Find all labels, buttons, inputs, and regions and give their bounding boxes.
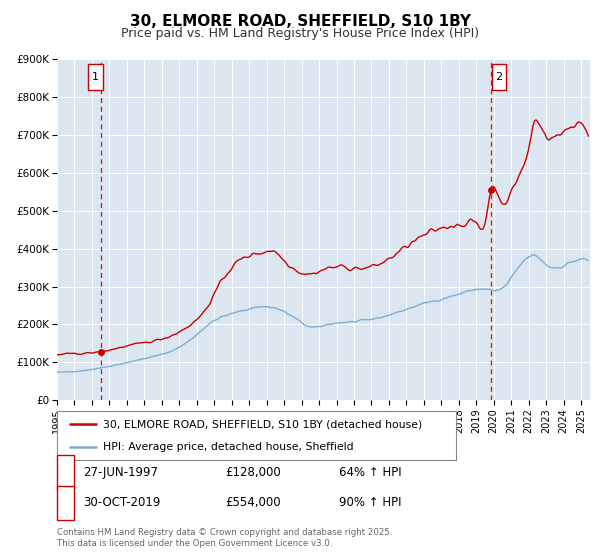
Text: 30-OCT-2019: 30-OCT-2019 xyxy=(83,496,160,510)
Text: £128,000: £128,000 xyxy=(225,465,281,479)
Text: 1: 1 xyxy=(92,72,99,82)
Text: Price paid vs. HM Land Registry's House Price Index (HPI): Price paid vs. HM Land Registry's House … xyxy=(121,27,479,40)
Text: 90% ↑ HPI: 90% ↑ HPI xyxy=(339,496,401,510)
Text: 2: 2 xyxy=(496,72,503,82)
Bar xyxy=(491,64,506,90)
Text: 1: 1 xyxy=(62,467,69,477)
Text: Contains HM Land Registry data © Crown copyright and database right 2025.
This d: Contains HM Land Registry data © Crown c… xyxy=(57,528,392,548)
Text: 64% ↑ HPI: 64% ↑ HPI xyxy=(339,465,401,479)
Text: 30, ELMORE ROAD, SHEFFIELD, S10 1BY: 30, ELMORE ROAD, SHEFFIELD, S10 1BY xyxy=(130,14,470,29)
Bar xyxy=(88,64,103,90)
Text: 27-JUN-1997: 27-JUN-1997 xyxy=(83,465,158,479)
Text: 2: 2 xyxy=(62,498,69,508)
Text: HPI: Average price, detached house, Sheffield: HPI: Average price, detached house, Shef… xyxy=(103,442,353,452)
Text: 30, ELMORE ROAD, SHEFFIELD, S10 1BY (detached house): 30, ELMORE ROAD, SHEFFIELD, S10 1BY (det… xyxy=(103,419,422,430)
Text: £554,000: £554,000 xyxy=(225,496,281,510)
